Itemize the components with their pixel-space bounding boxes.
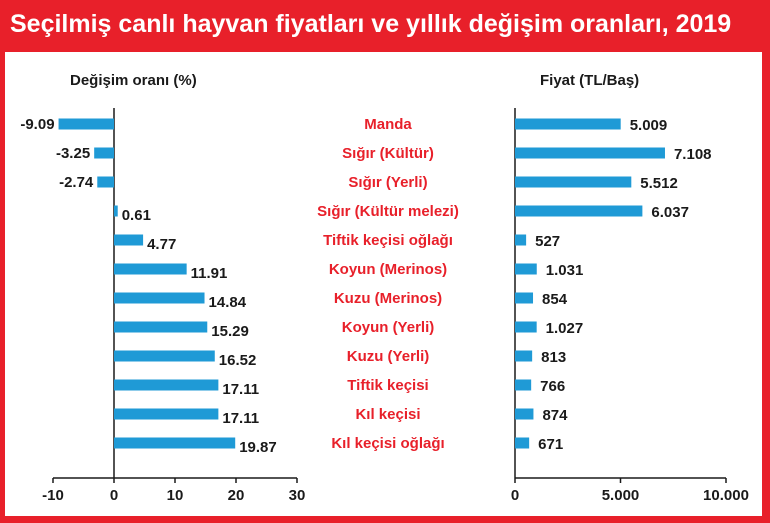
right-data-label: 5.009	[630, 117, 668, 134]
category-label: Sığır (Yerli)	[348, 174, 427, 191]
left-data-label: 0.61	[122, 207, 151, 224]
right-bar	[515, 292, 534, 304]
right-bar	[515, 147, 665, 159]
left-x-tick-label: 0	[110, 487, 118, 504]
left-data-label: 16.52	[219, 352, 257, 369]
category-label: Koyun (Merinos)	[329, 261, 447, 278]
left-data-label: 17.11	[222, 410, 259, 427]
right-bar	[515, 176, 632, 188]
right-data-label: 813	[541, 349, 566, 366]
right-data-label: 1.027	[546, 320, 584, 337]
right-x-tick-label: 5.000	[602, 487, 640, 504]
left-bar	[114, 234, 144, 246]
right-data-label: 874	[542, 407, 568, 424]
left-bar	[114, 205, 118, 217]
left-data-label: 15.29	[211, 323, 249, 340]
left-bar	[114, 263, 187, 275]
right-bar	[515, 205, 643, 217]
left-data-label: -2.74	[59, 174, 94, 191]
left-bar	[114, 292, 205, 304]
right-data-label: 5.512	[640, 175, 678, 192]
left-data-label: 4.77	[147, 236, 176, 253]
left-bar	[94, 147, 114, 159]
left-bar	[114, 321, 208, 333]
right-bar	[515, 321, 537, 333]
right-data-label: 6.037	[651, 204, 689, 221]
left-bar	[114, 379, 219, 391]
left-data-label: 19.87	[239, 439, 277, 456]
left-axis-label: Değişim oranı (%)	[70, 72, 197, 89]
left-data-label: -3.25	[56, 145, 90, 162]
right-axis-label: Fiyat (TL/Baş)	[540, 72, 639, 89]
right-bar	[515, 408, 534, 420]
right-bar	[515, 263, 537, 275]
category-label: Kıl keçisi	[355, 406, 420, 423]
left-bar	[114, 350, 215, 362]
left-x-tick-label: 10	[167, 487, 184, 504]
right-x-tick-label: 10.000	[703, 487, 749, 504]
left-bar	[97, 176, 114, 188]
left-bar	[114, 437, 236, 449]
left-data-label: 11.91	[191, 265, 228, 282]
left-data-label: 14.84	[209, 294, 247, 311]
right-bar	[515, 437, 530, 449]
left-data-label: 17.11	[222, 381, 259, 398]
right-data-label: 854	[542, 291, 568, 308]
right-bar	[515, 234, 527, 246]
left-x-tick-label: 30	[289, 487, 306, 504]
left-bar	[58, 118, 114, 130]
right-x-tick-label: 0	[511, 487, 519, 504]
right-data-label: 671	[538, 436, 563, 453]
category-label: Koyun (Yerli)	[342, 319, 435, 336]
category-label: Kıl keçisi oğlağı	[331, 435, 444, 452]
right-data-label: 527	[535, 233, 560, 250]
category-label: Sığır (Kültür melezi)	[317, 203, 459, 220]
right-bar	[515, 350, 533, 362]
right-data-label: 766	[540, 378, 565, 395]
left-bar	[114, 408, 219, 420]
category-label: Kuzu (Yerli)	[347, 348, 430, 365]
chart-title: Seçilmiş canlı hayvan fiyatları ve yıllı…	[10, 10, 732, 38]
category-label: Tiftik keçisi oğlağı	[323, 232, 453, 249]
right-bar	[515, 118, 621, 130]
left-data-label: -9.09	[20, 116, 54, 133]
category-label: Sığır (Kültür)	[342, 145, 434, 162]
right-bar	[515, 379, 532, 391]
left-x-tick-label: -10	[42, 487, 64, 504]
left-x-tick-label: 20	[228, 487, 245, 504]
category-label: Manda	[364, 116, 412, 133]
category-label: Kuzu (Merinos)	[334, 290, 442, 307]
category-label: Tiftik keçisi	[347, 377, 428, 394]
right-data-label: 1.031	[546, 262, 584, 279]
right-data-label: 7.108	[674, 146, 712, 163]
